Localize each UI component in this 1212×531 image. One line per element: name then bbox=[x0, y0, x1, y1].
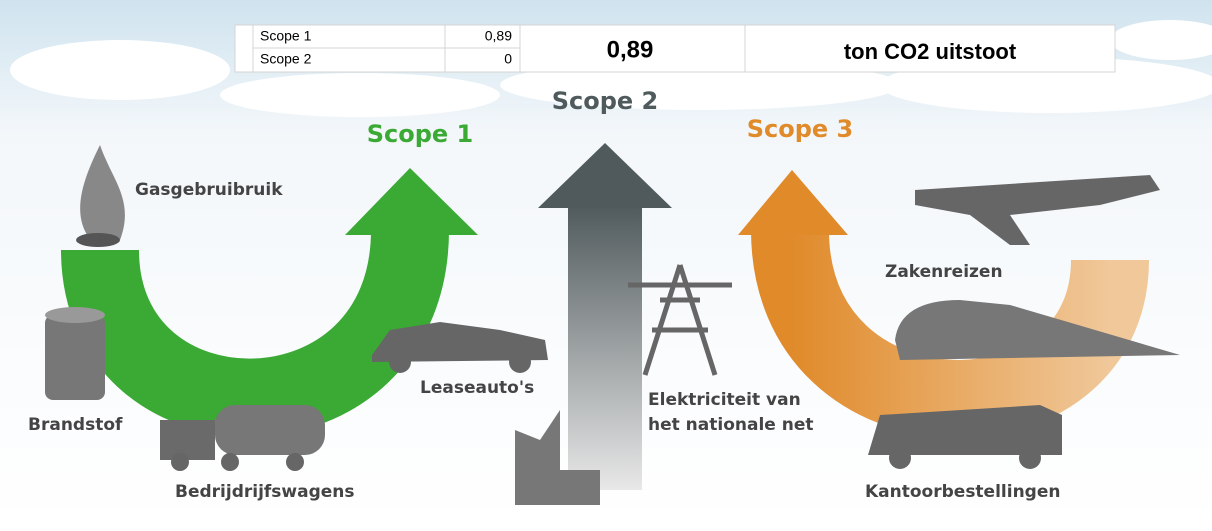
item-label: Elektriciteit van bbox=[648, 390, 801, 410]
row-value: 0 bbox=[504, 51, 512, 67]
item-label: Kantoorbestellingen bbox=[865, 482, 1060, 502]
row-label: Scope 2 bbox=[260, 51, 312, 67]
row-value: 0,89 bbox=[485, 28, 512, 44]
unit: ton CO2 uitstoot bbox=[844, 39, 1017, 64]
item-label: Brandstof bbox=[28, 415, 123, 435]
scope-label: Scope 2 bbox=[552, 87, 659, 115]
item-label: het nationale net bbox=[648, 415, 814, 435]
total: 0,89 bbox=[607, 36, 654, 63]
spreadsheet: Scope 1 0,89 Scope 2 0 0,89 ton CO2 uits… bbox=[235, 25, 1115, 72]
row-label: Scope 1 bbox=[260, 28, 312, 44]
scope-label: Scope 3 bbox=[747, 115, 854, 143]
item-label: Bedrijdrijfswagens bbox=[175, 482, 355, 502]
item-label: Gasgebruibruik bbox=[135, 180, 283, 200]
item-label: Zakenreizen bbox=[885, 262, 1003, 282]
infographic: Scope 1 0,89 Scope 2 0 0,89 ton CO2 uits… bbox=[0, 0, 1212, 527]
scope-label: Scope 1 bbox=[367, 120, 474, 148]
item-label: Leaseauto's bbox=[420, 378, 534, 398]
